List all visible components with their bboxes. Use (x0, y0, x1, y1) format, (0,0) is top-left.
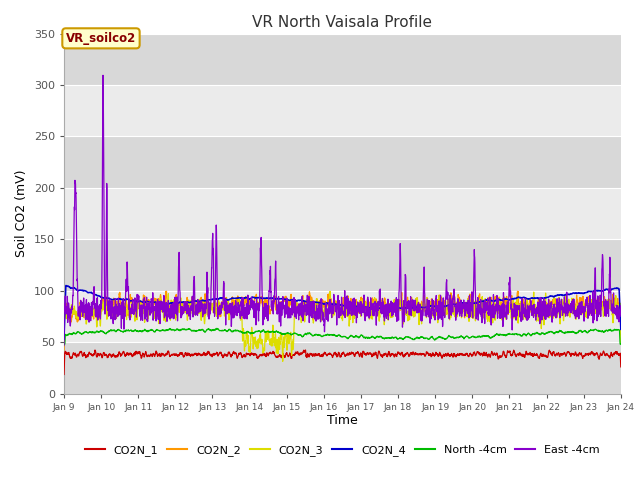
Bar (64, 34, 621, 85)
Bar (64, 85, 621, 136)
Bar (64, 240, 621, 291)
Bar (64, 188, 621, 240)
Title: VR North Vaisala Profile: VR North Vaisala Profile (252, 15, 433, 30)
Legend: CO2N_1, CO2N_2, CO2N_3, CO2N_4, North -4cm, East -4cm: CO2N_1, CO2N_2, CO2N_3, CO2N_4, North -4… (81, 440, 604, 460)
Bar (64, 342, 621, 394)
Bar (64, 291, 621, 342)
Text: VR_soilco2: VR_soilco2 (66, 32, 136, 45)
X-axis label: Time: Time (327, 414, 358, 427)
Y-axis label: Soil CO2 (mV): Soil CO2 (mV) (15, 170, 28, 257)
Bar (64, 136, 621, 188)
